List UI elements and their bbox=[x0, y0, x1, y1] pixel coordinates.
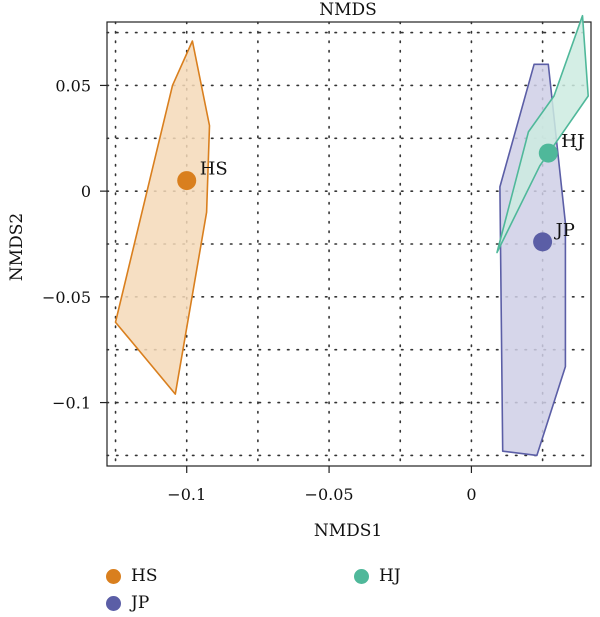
centroid-points: HS JP HJ bbox=[177, 131, 584, 252]
x-tick-label: −0.05 bbox=[305, 485, 354, 504]
hull-hs bbox=[114, 40, 211, 395]
centroid-jp bbox=[533, 232, 553, 252]
legend-marker bbox=[106, 595, 121, 611]
legend-item-jp: JP bbox=[106, 593, 149, 613]
y-tick-label: 0.05 bbox=[55, 76, 91, 95]
y-tick-label: −0.05 bbox=[42, 288, 91, 307]
nmds-chart: −0.1 −0.05 0 −0.1 −0.05 0 0.05 HS JP HJ NMDS NMD… bbox=[7, 0, 592, 541]
hull-hj bbox=[496, 14, 590, 254]
legend-label: JP bbox=[131, 593, 150, 613]
legend-marker bbox=[354, 568, 369, 584]
x-tick-label: −0.1 bbox=[167, 485, 206, 504]
legend-label: HJ bbox=[379, 566, 401, 586]
centroid-label-hj: HJ bbox=[561, 131, 584, 152]
x-axis-label: NMDS1 bbox=[314, 521, 382, 541]
centroid-label-jp: JP bbox=[554, 220, 575, 241]
legend-label: HS bbox=[131, 566, 158, 586]
chart-title: NMDS bbox=[319, 0, 377, 20]
legend-marker bbox=[106, 568, 121, 584]
y-tick-label: 0 bbox=[81, 182, 91, 201]
legend-item-hj: HJ bbox=[354, 566, 401, 586]
centroid-hj bbox=[538, 143, 558, 163]
x-tick-label: 0 bbox=[466, 485, 476, 504]
y-tick-label: −0.1 bbox=[52, 394, 91, 413]
legend: HS JP HJ bbox=[0, 560, 600, 617]
axes: −0.1 −0.05 0 −0.1 −0.05 0 0.05 bbox=[42, 76, 477, 504]
centroid-label-hs: HS bbox=[200, 159, 228, 180]
hull-polygons bbox=[114, 14, 590, 457]
y-axis-label: NMDS2 bbox=[7, 213, 27, 281]
centroid-hs bbox=[177, 171, 197, 191]
legend-item-hs: HS bbox=[106, 566, 157, 586]
